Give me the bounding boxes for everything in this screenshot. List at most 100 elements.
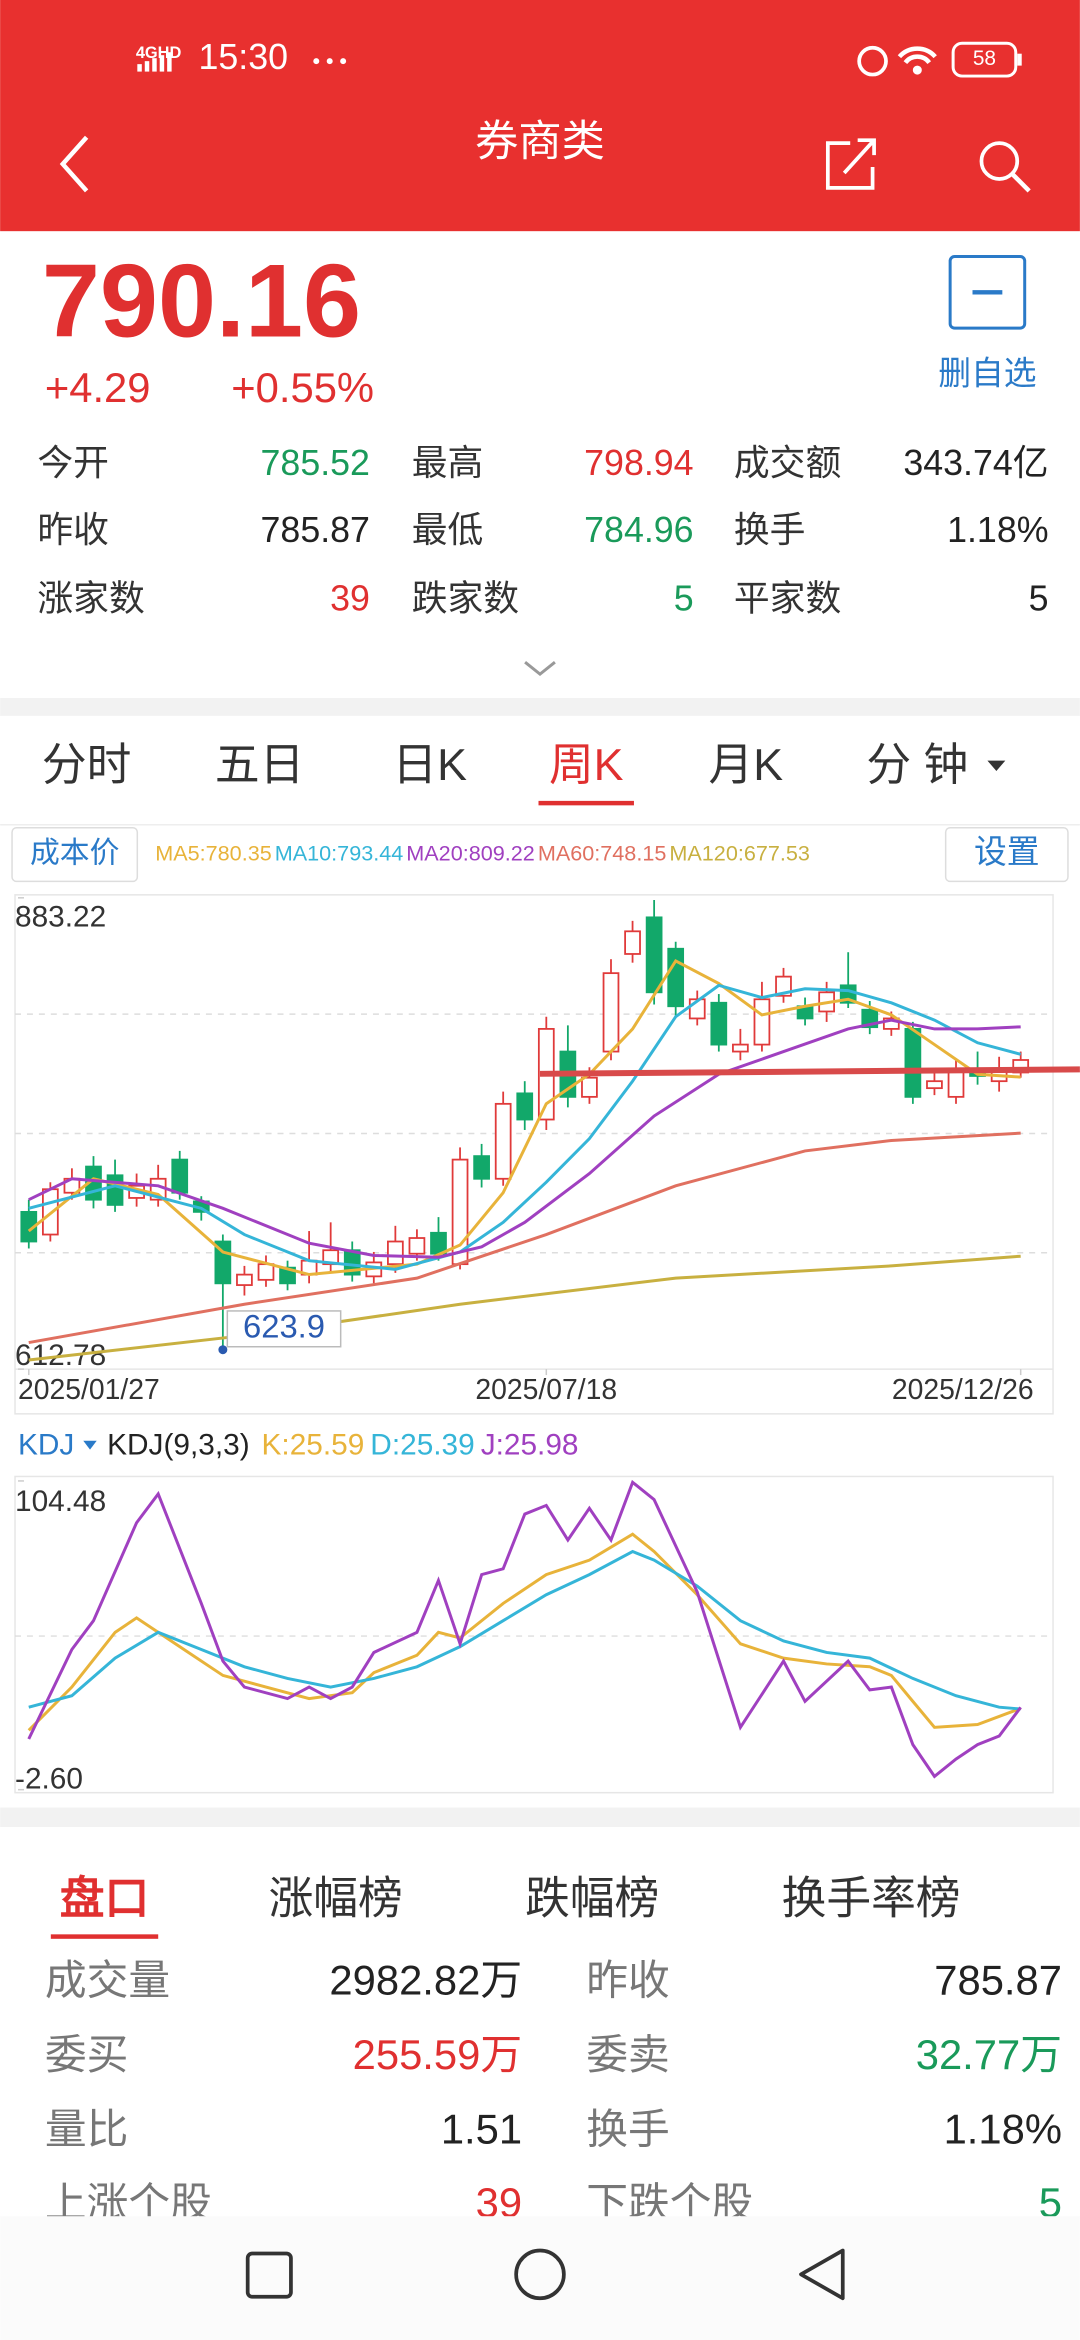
clock: 15:30 xyxy=(198,37,288,77)
change: +4.29 xyxy=(45,364,151,411)
legend-entry: J:25.98 xyxy=(481,1429,579,1462)
stat-value: 798.94 xyxy=(584,443,693,483)
x-tick-label: 2025/01/27 xyxy=(18,1374,160,1406)
system-nav-bar xyxy=(0,2216,1080,2340)
stat-value: 343.74亿 xyxy=(903,443,1048,483)
low-label: 623.9 xyxy=(243,1308,325,1345)
battery-tip xyxy=(1017,53,1022,66)
search-button[interactable] xyxy=(979,141,1031,193)
wifi-icon xyxy=(897,46,937,65)
share-button[interactable] xyxy=(825,138,876,190)
y-tick-label: -2.60 xyxy=(15,1763,83,1796)
candle-body xyxy=(516,1092,534,1121)
candle-body xyxy=(624,930,641,955)
candle-body xyxy=(494,1102,512,1180)
candle-body xyxy=(904,1028,922,1098)
period-tab[interactable]: 月K xyxy=(709,740,784,790)
status-dots xyxy=(313,58,347,65)
series-line xyxy=(27,958,1021,1277)
series-line xyxy=(27,1479,1022,1779)
stat-value: 785.52 xyxy=(261,443,370,483)
candle-body xyxy=(408,1237,426,1255)
wifi-dot xyxy=(912,65,922,75)
legend-entry: MA120:677.53 xyxy=(669,840,810,865)
watchlist-toggle[interactable] xyxy=(948,255,1027,330)
settings-button[interactable]: 设置 xyxy=(974,833,1040,870)
bottom-tab[interactable]: 涨幅榜 xyxy=(269,1873,403,1923)
home-button[interactable] xyxy=(514,2248,566,2301)
price-grid xyxy=(15,1013,1054,1254)
series-line xyxy=(28,1018,1021,1259)
settings-box[interactable] xyxy=(944,826,1069,883)
stat-label: 最高 xyxy=(412,443,484,483)
candle-body xyxy=(387,1240,404,1266)
series-line xyxy=(27,1532,1022,1732)
period-tab[interactable]: 周K xyxy=(549,740,624,790)
legend-entry: MA20:809.22 xyxy=(406,840,535,865)
series-line xyxy=(28,1254,1021,1362)
back-button[interactable] xyxy=(59,135,89,193)
period-tab[interactable]: 分 钟 xyxy=(866,740,968,790)
cost-button[interactable]: 成本价 xyxy=(30,836,119,869)
candle-body xyxy=(732,1043,749,1053)
battery-level: 58 xyxy=(973,47,996,70)
bottom-tab[interactable]: 跌幅榜 xyxy=(525,1873,659,1923)
stat-label: 平家数 xyxy=(734,578,841,618)
dropdown-icon xyxy=(83,1440,97,1450)
legend-entry: D:25.39 xyxy=(370,1429,474,1462)
candle-body xyxy=(430,1231,447,1255)
stat-label: 跌家数 xyxy=(412,578,519,618)
indicator-name[interactable]: KDJ xyxy=(18,1429,74,1462)
x-tick-label: 2025/12/26 xyxy=(892,1374,1034,1406)
alarm-icon xyxy=(857,45,888,77)
candle-body xyxy=(753,998,771,1046)
table-value: 1.51 xyxy=(441,2106,522,2153)
signal-icon xyxy=(137,52,172,72)
tab-underline xyxy=(538,800,634,806)
network: 4GHD xyxy=(136,44,182,62)
stat-value: 5 xyxy=(1029,578,1049,618)
candle-body xyxy=(106,1174,124,1206)
candle-body xyxy=(257,1263,275,1281)
table-label: 量比 xyxy=(45,2106,129,2153)
bottom-tab[interactable]: 盘口 xyxy=(60,1873,149,1923)
legend-entry: K:25.59 xyxy=(262,1429,365,1462)
series-line xyxy=(28,1131,1021,1345)
header-bg xyxy=(0,0,1080,232)
period-tab[interactable]: 分时 xyxy=(42,740,131,790)
change-pct: +0.55% xyxy=(231,364,374,411)
cost-button-box[interactable] xyxy=(11,826,139,883)
table-label: 换手 xyxy=(586,2106,670,2153)
low-marker xyxy=(218,1345,228,1355)
stat-value: 5 xyxy=(674,578,694,618)
table-value: 5 xyxy=(1039,2179,1062,2226)
bottom-tab[interactable]: 换手率榜 xyxy=(782,1873,961,1923)
y-tick-label: 104.48 xyxy=(15,1485,106,1518)
table-value: 1.18% xyxy=(944,2106,1062,2153)
stat-label: 成交额 xyxy=(734,443,841,483)
stat-label: 最低 xyxy=(412,510,484,550)
candle-body xyxy=(645,916,663,994)
back-nav-button[interactable] xyxy=(799,2248,845,2301)
stat-label: 今开 xyxy=(37,443,109,483)
ma-legend: MA5:780.35 MA10:793.44 MA20:809.22 MA60:748… xyxy=(155,840,810,865)
stat-value: 1.18% xyxy=(947,510,1048,550)
candle-body xyxy=(236,1273,253,1286)
price-panel xyxy=(14,894,1054,1415)
candle-body xyxy=(473,1155,490,1180)
dropdown-icon xyxy=(987,760,1006,772)
stat-label: 换手 xyxy=(734,510,806,550)
y-tick-label: 883.22 xyxy=(15,901,106,934)
period-tab[interactable]: 五日 xyxy=(215,740,304,790)
expand-chevron[interactable] xyxy=(524,661,556,677)
candle-body xyxy=(947,1069,965,1098)
period-tab[interactable]: 日K xyxy=(392,740,467,790)
recents-button[interactable] xyxy=(245,2251,293,2299)
candle-body xyxy=(882,1017,900,1030)
watchlist-label[interactable]: 删自选 xyxy=(938,355,1036,392)
x-tick-label: 2025/07/18 xyxy=(475,1374,617,1406)
